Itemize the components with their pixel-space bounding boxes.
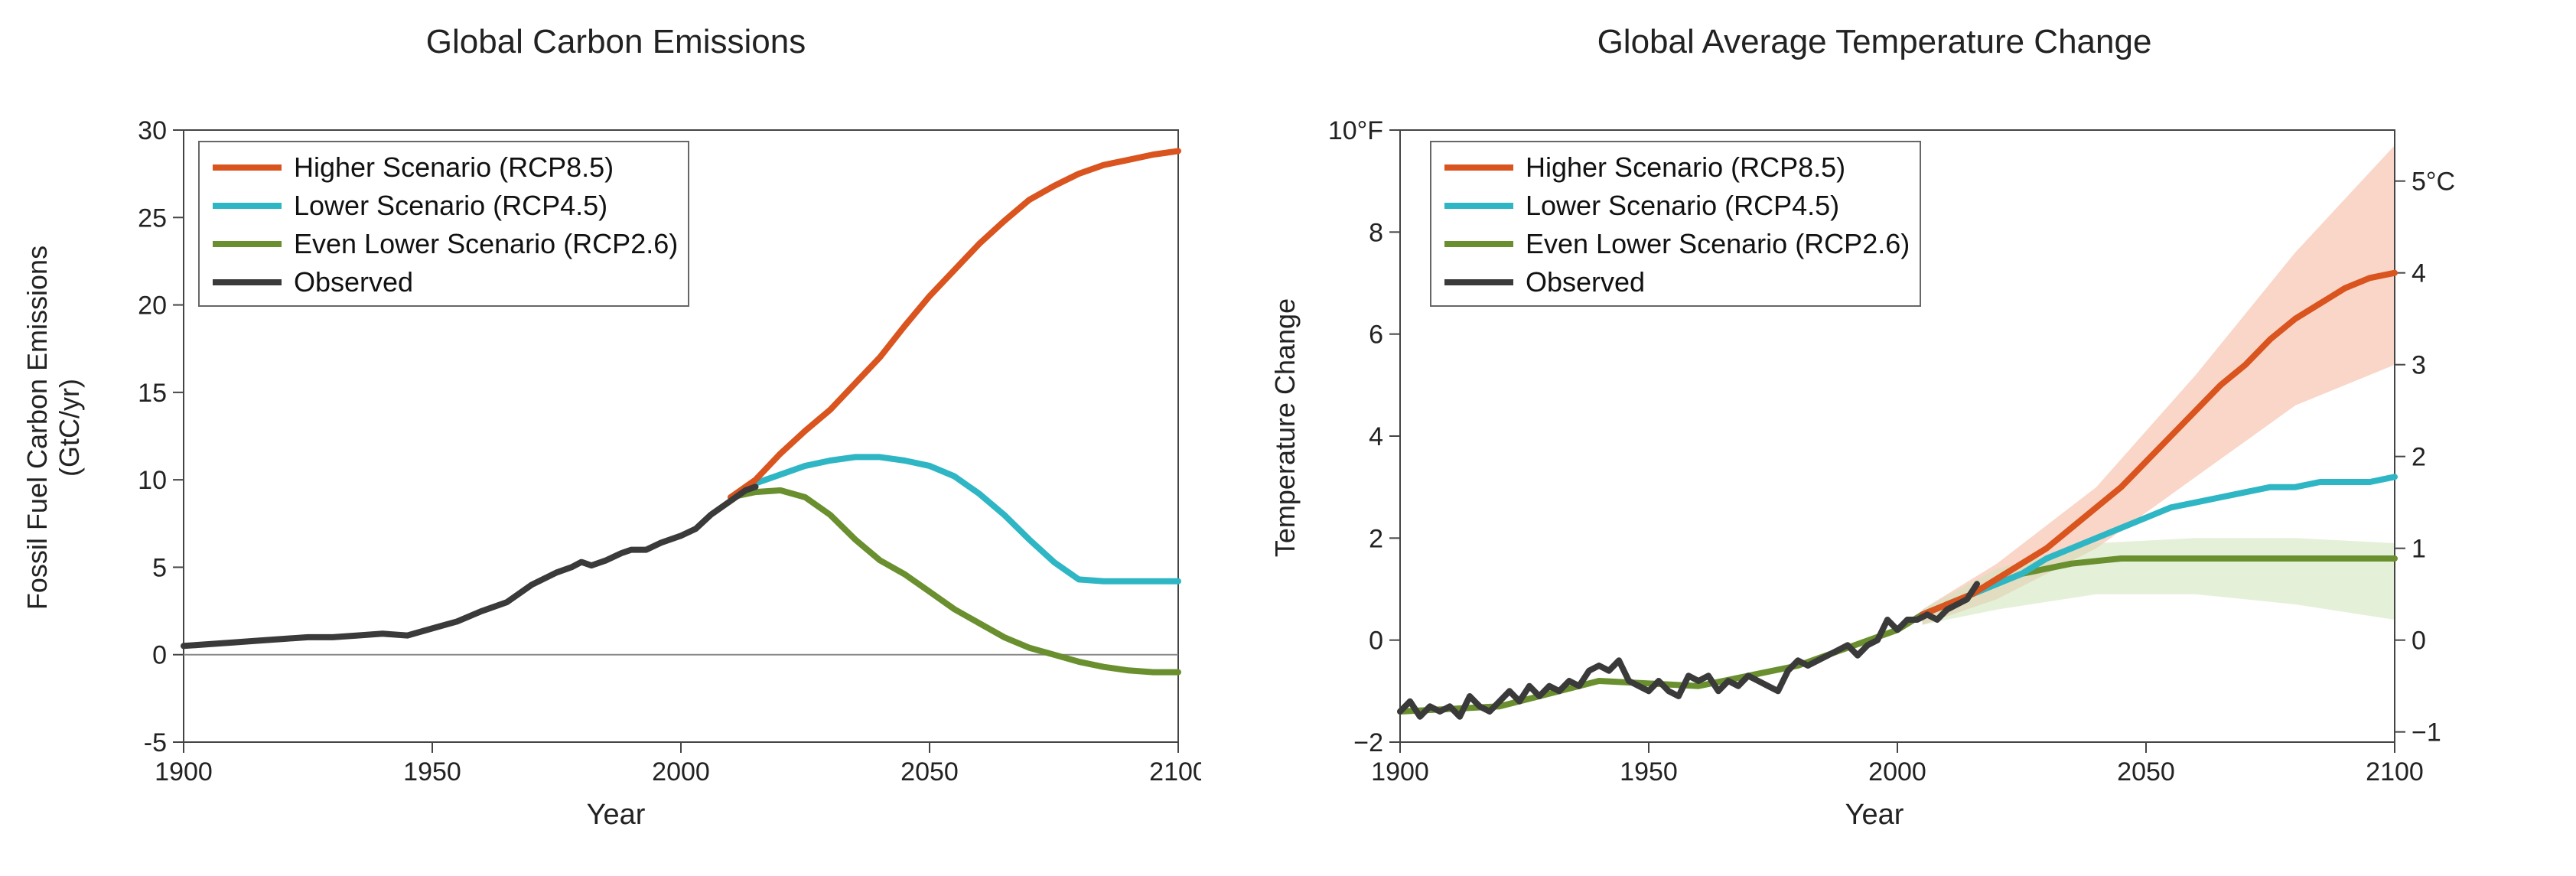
legend-label: Even Lower Scenario (RCP2.6) [1526, 228, 1910, 259]
y2-tick-label: 2 [2412, 443, 2426, 472]
y-tick-label: 10°F [1328, 116, 1383, 145]
x-tick-label: 2000 [1868, 757, 1926, 786]
temperature-xlabel: Year [1247, 799, 2502, 832]
y-tick-label: 8 [1369, 218, 1383, 247]
x-tick-label: 1950 [1620, 757, 1678, 786]
temperature-ylabel: Temperature Change [1269, 298, 1301, 556]
series-obs [184, 487, 756, 646]
emissions-panel: Global Carbon Emissions Fossil Fuel Carb… [31, 23, 1201, 832]
legend-label: Even Lower Scenario (RCP2.6) [294, 228, 678, 259]
series-rcp26_hist [1400, 614, 1923, 712]
figure-container: Global Carbon Emissions Fossil Fuel Carb… [0, 0, 2576, 855]
legend-label: Higher Scenario (RCP8.5) [1526, 151, 1845, 183]
temperature-chart: 1900 1950 2000 2050 2100 −2 0 2 4 6 8 10°F −1 0 1 2 3 4 5°… [1247, 69, 2502, 796]
x-tick-label: 2050 [2117, 757, 2175, 786]
legend-label: Lower Scenario (RCP4.5) [1526, 190, 1839, 221]
x-tick-label: 1900 [1371, 757, 1429, 786]
series-obs [1400, 584, 1977, 716]
y-tick-label: 4 [1369, 422, 1383, 451]
y2-tick-label: 0 [2412, 627, 2426, 656]
y2-tick-label: 1 [2412, 535, 2426, 564]
y-tick-label: 30 [138, 116, 167, 145]
x-tick-label: 1900 [155, 757, 213, 786]
temperature-title: Global Average Temperature Change [1247, 23, 2502, 61]
emissions-xlabel: Year [31, 799, 1201, 832]
emissions-ylabel: Fossil Fuel Carbon Emissions (GtC/yr) [21, 245, 86, 609]
x-tick-label: 2000 [652, 757, 710, 786]
series-rcp45 [731, 457, 1178, 581]
x-tick-label: 2050 [900, 757, 959, 786]
y-tick-label: 15 [138, 379, 167, 408]
emissions-chart: 1900 1950 2000 2050 2100 -5 0 5 10 15 20 25 30 Higher… [31, 69, 1201, 796]
legend-label: Lower Scenario (RCP4.5) [294, 190, 607, 221]
emissions-title: Global Carbon Emissions [31, 23, 1201, 61]
y2-tick-label: 3 [2412, 351, 2426, 380]
y-tick-label: 25 [138, 204, 167, 233]
y2-tick-label: 5°C [2412, 168, 2455, 197]
temperature-panel: Global Average Temperature Change Temper… [1247, 23, 2502, 832]
y-tick-label: 0 [1369, 627, 1383, 656]
y2-tick-label: 4 [2412, 259, 2426, 288]
x-tick-label: 2100 [2366, 757, 2424, 786]
y-tick-label: 2 [1369, 524, 1383, 553]
y-tick-label: 0 [152, 641, 167, 670]
legend-label: Observed [294, 266, 413, 298]
y-tick-label: 5 [152, 553, 167, 582]
y-tick-label: −2 [1353, 728, 1383, 757]
series-rcp85 [731, 151, 1178, 497]
y-tick-label: 10 [138, 466, 167, 495]
legend-label: Observed [1526, 266, 1645, 298]
y-tick-label: 6 [1369, 321, 1383, 350]
legend-label: Higher Scenario (RCP8.5) [294, 151, 614, 183]
y-tick-label: -5 [144, 728, 167, 757]
x-tick-label: 2100 [1149, 757, 1201, 786]
x-tick-label: 1950 [403, 757, 461, 786]
y-tick-label: 20 [138, 291, 167, 321]
y2-tick-label: −1 [2412, 718, 2441, 747]
